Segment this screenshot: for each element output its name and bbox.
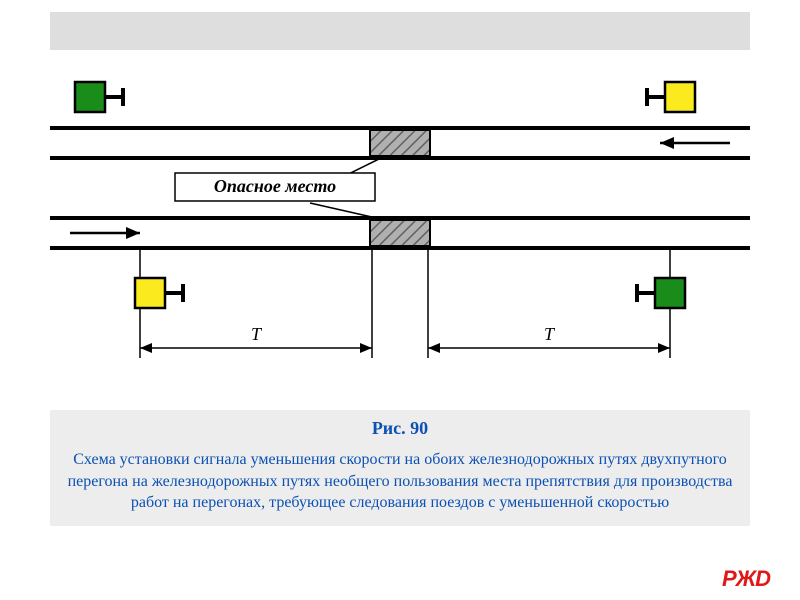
- diagram-svg: ТТ: [0, 58, 800, 408]
- figure-title: Рис. 90: [64, 418, 736, 439]
- rzd-logo: PЖD: [722, 566, 770, 592]
- figure-description: Схема установки сигнала уменьшения скоро…: [64, 449, 736, 514]
- danger-place-label: Опасное место: [183, 176, 367, 197]
- svg-text:Т: Т: [544, 324, 556, 344]
- caption-panel: Рис. 90 Схема установки сигнала уменьшен…: [50, 410, 750, 526]
- svg-text:Т: Т: [251, 324, 263, 344]
- diagram: ТТ Опасное место: [0, 58, 800, 408]
- header-bar: [50, 12, 750, 50]
